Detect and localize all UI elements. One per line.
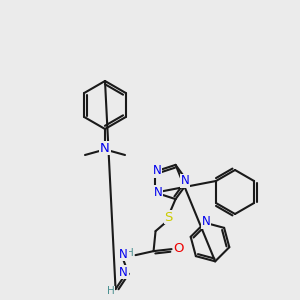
Text: N: N xyxy=(153,164,162,177)
Text: N: N xyxy=(119,248,128,261)
Text: H: H xyxy=(126,248,134,258)
Text: O: O xyxy=(173,242,184,255)
Text: S: S xyxy=(164,211,173,224)
Text: N: N xyxy=(154,186,163,199)
Text: N: N xyxy=(201,215,210,228)
Text: N: N xyxy=(100,142,110,154)
Text: H: H xyxy=(107,286,114,296)
Text: N: N xyxy=(181,175,189,188)
Text: N: N xyxy=(119,266,128,279)
